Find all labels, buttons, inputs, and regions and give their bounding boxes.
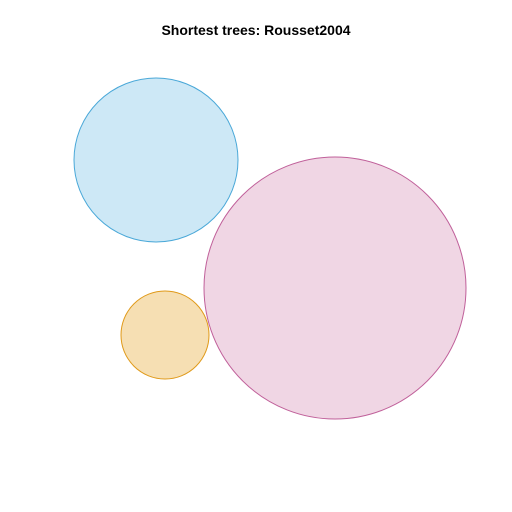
bubble-2 [203,156,467,420]
bubble-1 [73,77,239,243]
chart-title: Shortest trees: Rousset2004 [161,22,351,38]
bubble-3 [120,290,210,380]
